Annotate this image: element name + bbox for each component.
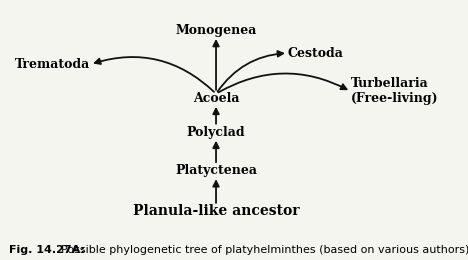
- Text: Cestoda: Cestoda: [288, 47, 344, 60]
- Text: Platyctenea: Platyctenea: [175, 164, 257, 177]
- Text: Monogenea: Monogenea: [176, 24, 257, 37]
- Text: Turbellaria
(Free-living): Turbellaria (Free-living): [351, 77, 439, 106]
- Text: Fig. 14.27A:: Fig. 14.27A:: [9, 245, 85, 255]
- Text: Possible phylogenetic tree of platyhelminthes (based on various authors).: Possible phylogenetic tree of platyhelmi…: [54, 245, 468, 255]
- Text: Polyclad: Polyclad: [187, 126, 245, 139]
- Text: Trematoda: Trematoda: [15, 58, 90, 71]
- Text: Planula-like ancestor: Planula-like ancestor: [133, 204, 299, 218]
- Text: Acoela: Acoela: [193, 92, 239, 105]
